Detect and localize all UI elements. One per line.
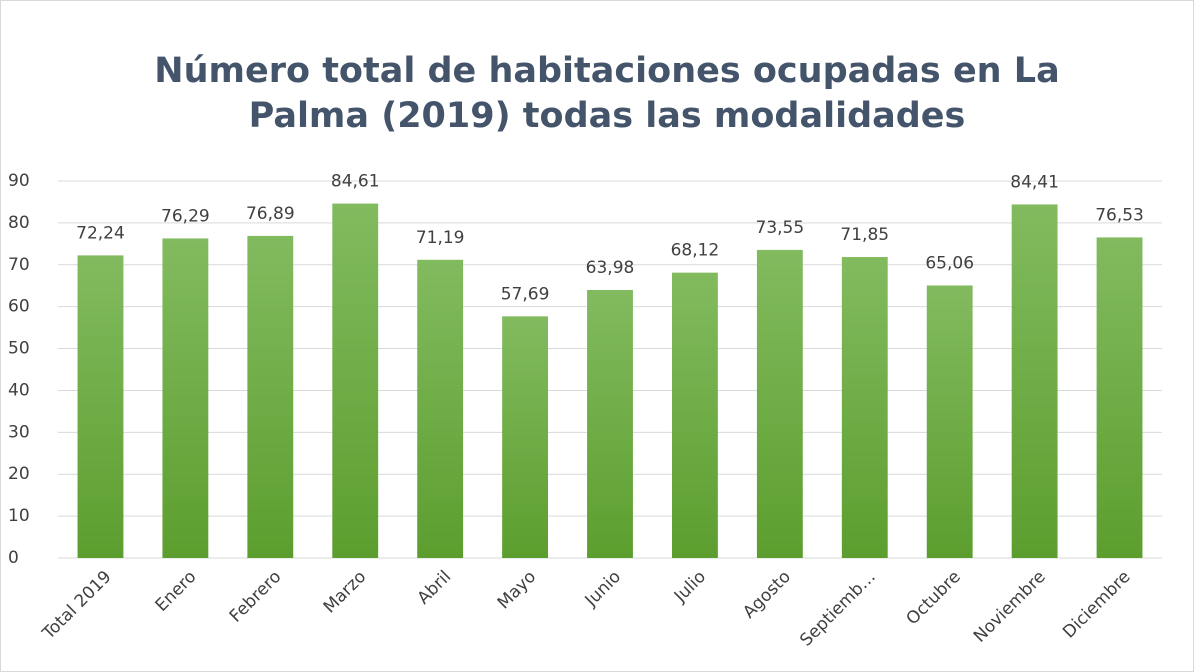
value-label: 68,12 — [671, 241, 720, 261]
bar — [1011, 204, 1058, 558]
bar — [756, 249, 803, 558]
bar — [417, 259, 464, 558]
y-tick-label: 0 — [8, 548, 19, 568]
value-label: 76,89 — [246, 204, 295, 224]
value-label: 73,55 — [756, 218, 805, 238]
y-tick-label: 70 — [8, 255, 30, 275]
value-label: 71,19 — [416, 228, 465, 248]
value-label: 63,98 — [586, 258, 635, 278]
bar — [162, 238, 209, 558]
chart-title: Número total de habitaciones ocupadas en… — [154, 51, 1059, 91]
y-tick-label: 10 — [8, 506, 30, 526]
value-label: 76,29 — [161, 206, 210, 226]
y-tick-label: 80 — [8, 213, 30, 233]
value-label: 65,06 — [925, 253, 974, 273]
y-tick-label: 90 — [8, 171, 30, 191]
bar — [77, 255, 124, 559]
bar — [247, 235, 294, 559]
y-tick-label: 40 — [8, 380, 30, 400]
bar — [332, 203, 379, 558]
y-tick-label: 60 — [8, 297, 30, 317]
value-label: 71,85 — [840, 225, 889, 245]
bar — [926, 285, 973, 558]
y-tick-label: 30 — [8, 422, 30, 442]
bar — [1096, 237, 1143, 559]
bar — [671, 272, 718, 558]
value-label: 84,41 — [1010, 172, 1059, 192]
y-tick-label: 50 — [8, 339, 30, 359]
chart-title: Palma (2019) todas las modalidades — [249, 96, 966, 136]
bar — [502, 316, 549, 558]
value-label: 76,53 — [1095, 205, 1144, 225]
value-label: 72,24 — [76, 223, 125, 243]
bar — [841, 257, 888, 558]
y-tick-label: 20 — [8, 464, 30, 484]
value-label: 84,61 — [331, 172, 380, 192]
value-label: 57,69 — [501, 284, 550, 304]
bar — [587, 289, 633, 558]
